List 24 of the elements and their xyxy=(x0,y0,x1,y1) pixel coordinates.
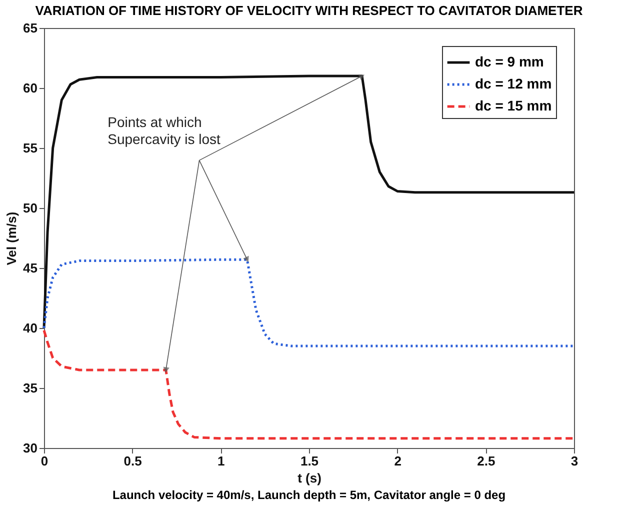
x-tick-label: 1 xyxy=(218,454,225,468)
y-tick-label: 30 xyxy=(23,440,38,456)
chart-title: VARIATION OF TIME HISTORY OF VELOCITY WITH RESPECT TO CAVITATOR DIAMETER xyxy=(35,3,584,18)
annotation: Points at which Supercavity is lost xyxy=(108,114,221,148)
text: Launch velocity = 40m/s, Launch depth = 5m, Cavitator angle = 0 deg xyxy=(112,488,506,502)
x-tick-label: 2 xyxy=(394,454,402,468)
x-tick-label: 0.5 xyxy=(124,454,142,468)
y-tick-label: 65 xyxy=(23,20,38,36)
y-tick-label: 55 xyxy=(23,140,38,156)
legend-label: dc = 15 mm xyxy=(475,98,552,114)
y-tick-label: 50 xyxy=(23,200,38,216)
legend-label: dc = 9 mm xyxy=(475,54,544,70)
y-tick-label: 40 xyxy=(23,320,38,336)
x-axis-title: t (s) xyxy=(298,470,322,486)
x-tick-label: 0 xyxy=(40,454,48,468)
y-tick-label: 35 xyxy=(23,380,38,396)
x-tick-label: 3 xyxy=(570,454,578,468)
y-axis-title: Vel (m/s) xyxy=(4,212,20,266)
x-tick-label: 2.5 xyxy=(477,454,496,468)
y-tick-label: 45 xyxy=(23,260,38,276)
y-tick-label: 60 xyxy=(23,80,38,96)
x-tick-label: 1.5 xyxy=(300,454,319,468)
line-series xyxy=(42,329,576,440)
legend-label: dc = 12 mm xyxy=(475,76,552,92)
